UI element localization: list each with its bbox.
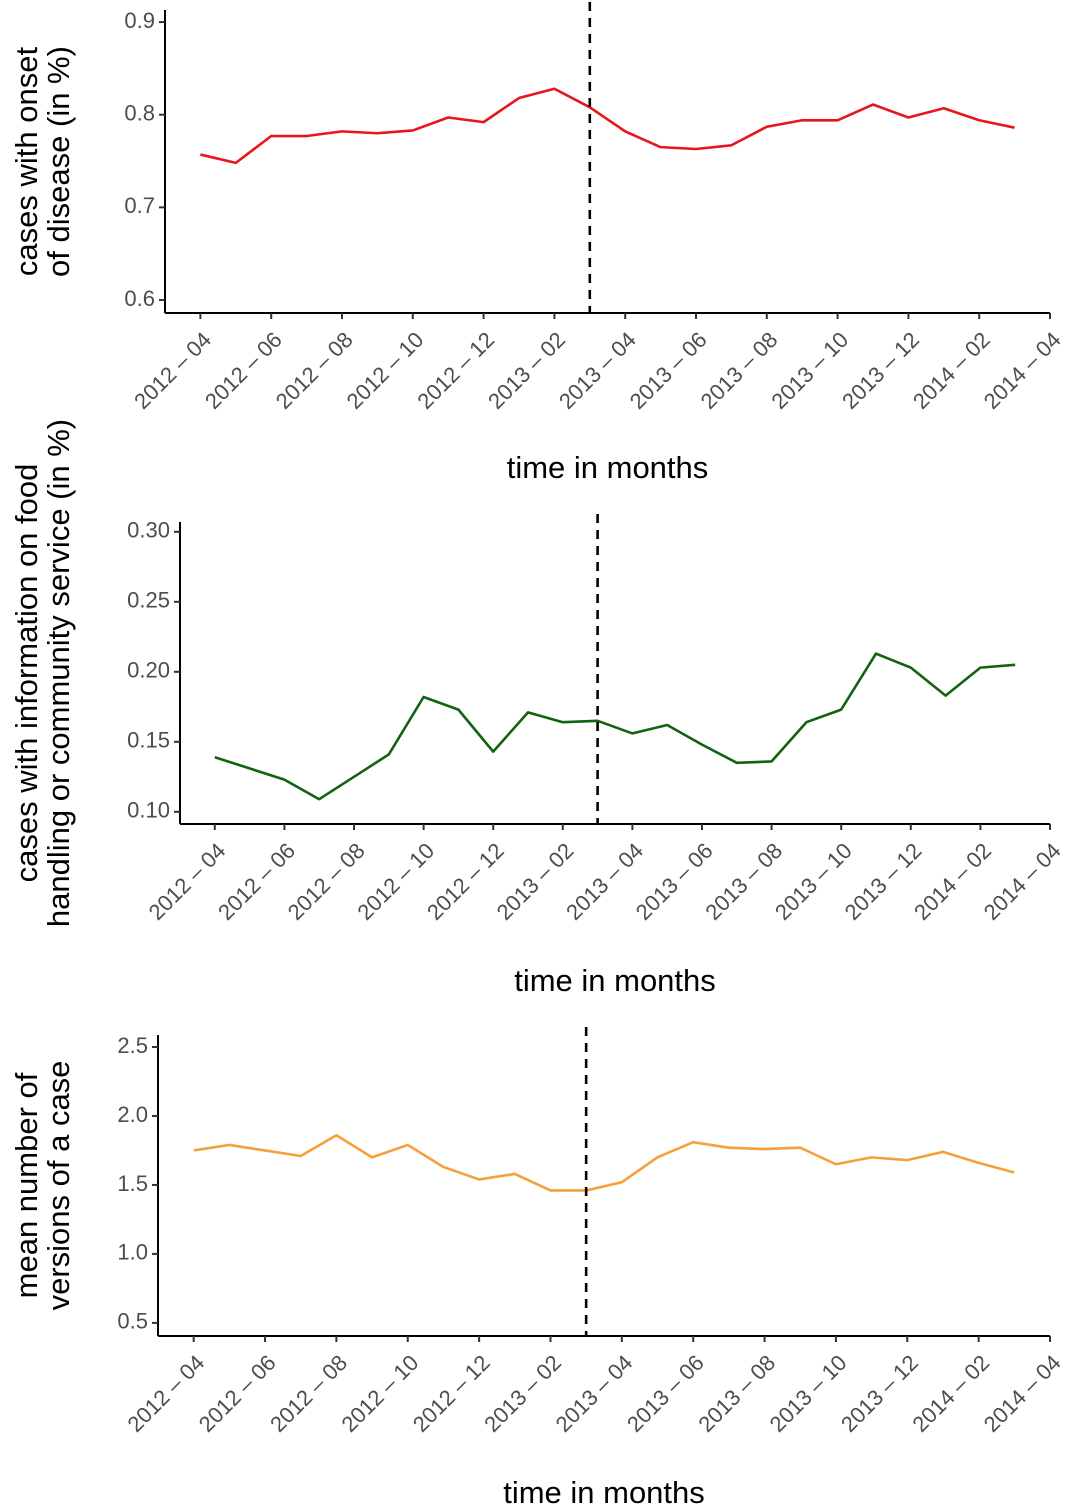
y-tick-label: 0.6 (124, 286, 155, 311)
y-axis-title: handling or community service (in %) (41, 419, 76, 927)
x-axis-title: time in months (503, 1475, 705, 1510)
y-tick-label: 0.5 (117, 1309, 148, 1334)
y-tick-label: 0.30 (127, 518, 170, 543)
x-tick-label: 2013 – 06 (622, 1350, 709, 1437)
x-tick-label: 2013 – 08 (693, 1350, 780, 1437)
y-tick-label: 1.0 (117, 1240, 148, 1265)
x-tick-label: 2012 – 08 (265, 1350, 352, 1437)
y-tick-label: 2.5 (117, 1033, 148, 1058)
x-tick-label: 2013 – 04 (554, 327, 641, 414)
y-axis-title: cases with information on food (9, 464, 44, 883)
x-tick-label: 2012 – 08 (271, 327, 358, 414)
data-line (214, 652, 1016, 801)
x-tick-label: 2014 – 02 (907, 1350, 994, 1437)
x-tick-label: 2012 – 04 (129, 327, 216, 414)
y-tick-label: 0.20 (127, 658, 170, 683)
x-tick-label: 2013 – 10 (765, 1350, 852, 1437)
y-axis-title: versions of a case (41, 1061, 76, 1311)
x-tick-label: 2012 – 06 (194, 1350, 281, 1437)
x-tick-label: 2013 – 02 (479, 1350, 566, 1437)
y-axis-title: cases with onset (9, 47, 44, 277)
x-tick-label: 2014 – 02 (908, 327, 995, 414)
y-tick-label: 1.5 (117, 1171, 148, 1196)
x-tick-label: 2012 – 12 (412, 327, 499, 414)
y-axis-title: of disease (in %) (41, 46, 76, 277)
x-tick-label: 2013 – 10 (766, 327, 853, 414)
x-tick-label: 2014 – 04 (979, 327, 1066, 414)
y-tick-label: 0.7 (124, 193, 155, 218)
x-axis-title: time in months (514, 963, 716, 998)
data-line (200, 87, 1015, 165)
x-axis-title: time in months (507, 450, 709, 485)
y-tick-label: 0.9 (124, 8, 155, 33)
x-tick-label: 2012 – 12 (408, 1350, 495, 1437)
x-tick-label: 2012 – 04 (122, 1350, 209, 1437)
x-tick-label: 2014 – 04 (979, 1350, 1066, 1437)
y-tick-label: 2.0 (117, 1102, 148, 1127)
y-tick-label: 0.8 (124, 101, 155, 126)
x-tick-label: 2013 – 12 (836, 1350, 923, 1437)
y-tick-label: 0.15 (127, 728, 170, 753)
y-tick-label: 0.25 (127, 588, 170, 613)
y-axis-title: mean number of (9, 1072, 44, 1298)
x-tick-label: 2014 – 04 (979, 838, 1066, 925)
x-tick-label: 2013 – 12 (837, 327, 924, 414)
x-tick-label: 2013 – 04 (551, 1350, 638, 1437)
x-tick-label: 2013 – 02 (483, 327, 570, 414)
x-tick-label: 2013 – 08 (696, 327, 783, 414)
x-tick-label: 2012 – 10 (337, 1350, 424, 1437)
x-tick-label: 2012 – 10 (342, 327, 429, 414)
data-line (193, 1133, 1015, 1192)
x-tick-label: 2012 – 06 (200, 327, 287, 414)
x-tick-label: 2013 – 06 (625, 327, 712, 414)
y-tick-label: 0.10 (127, 798, 170, 823)
